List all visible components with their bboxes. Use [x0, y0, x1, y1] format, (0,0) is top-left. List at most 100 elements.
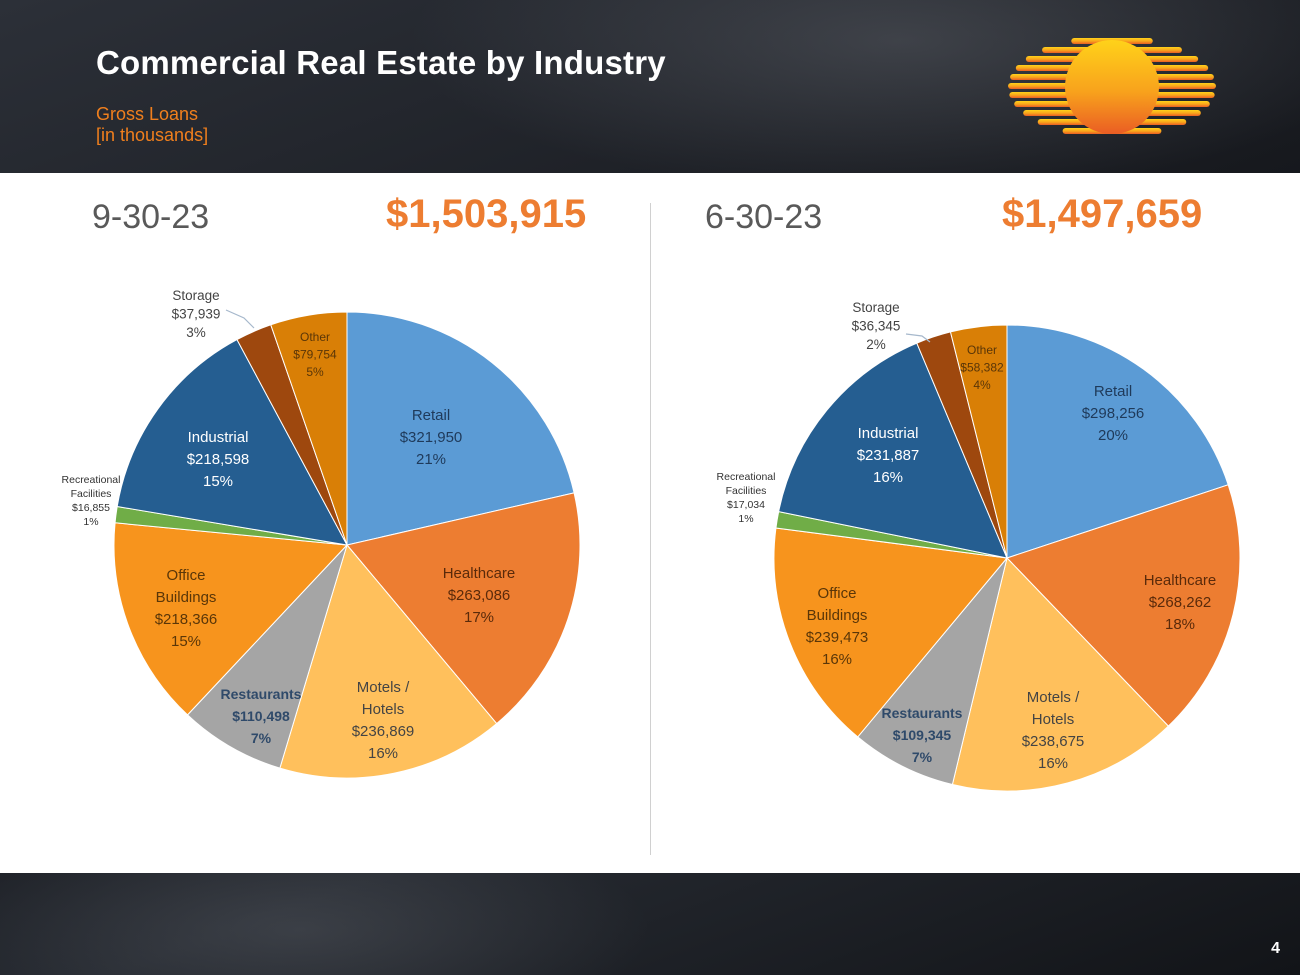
data-label-office-buildings: Office Buildings $218,366 15%	[155, 567, 218, 650]
data-label-motels-hotels: Motels / Hotels $238,675 16%	[1022, 689, 1085, 772]
leader-line-storage	[905, 333, 931, 343]
data-label-line: $16,855	[72, 502, 110, 514]
data-label-line: 7%	[251, 730, 272, 746]
data-label-line: 16%	[1038, 755, 1068, 772]
data-label-line: 21%	[416, 451, 446, 468]
data-label-other: Other $58,382 4%	[960, 343, 1004, 392]
pie-slice-industrial	[778, 342, 1008, 559]
data-label-line: Facilities	[726, 485, 767, 497]
data-label-line: $231,887	[857, 447, 920, 464]
data-label-line: 15%	[171, 633, 201, 650]
data-label-line: 18%	[1165, 616, 1195, 633]
data-label-line: Other	[300, 330, 330, 344]
data-label-line: 1%	[83, 516, 98, 528]
data-label-line: Hotels	[1032, 711, 1075, 728]
data-label-line: Industrial	[188, 429, 249, 446]
data-label-line: Restaurants	[221, 686, 302, 702]
data-label-line: Buildings	[156, 589, 217, 606]
data-label-storage: Storage $36,345 2%	[852, 300, 901, 352]
data-label-line: Storage	[172, 288, 219, 303]
pie-slice-other	[949, 324, 1008, 559]
data-label-line: Recreational	[717, 471, 776, 483]
data-label-line: $218,598	[187, 451, 250, 468]
chart-date-left: 9-30-23	[92, 198, 210, 236]
pie-slice-industrial	[116, 338, 348, 546]
data-label-line: 5%	[306, 365, 324, 379]
data-label-restaurants: Restaurants $110,498 7%	[221, 686, 302, 746]
data-label-healthcare: Healthcare $263,086 17%	[443, 565, 516, 626]
data-label-line: 2%	[866, 337, 886, 352]
pie-slice-retail	[346, 311, 575, 546]
pie-slice-office-buildings	[773, 527, 1008, 738]
data-label-line: 3%	[186, 325, 206, 340]
data-label-line: Motels /	[357, 679, 410, 696]
pie-slice-restaurants	[186, 544, 348, 769]
data-label-line: Industrial	[858, 425, 919, 442]
panel-divider	[650, 203, 651, 855]
page-number: 4	[1271, 940, 1280, 957]
data-label-line: $58,382	[960, 361, 1004, 375]
data-label-line: $110,498	[232, 708, 290, 724]
data-label-line: Storage	[852, 300, 899, 315]
data-label-line: Buildings	[807, 607, 868, 624]
data-label-recreational-facilities: Recreational Facilities $17,034 1%	[717, 471, 776, 525]
data-label-line: Recreational	[62, 474, 121, 486]
data-label-retail: Retail $298,256 20%	[1082, 383, 1145, 444]
data-label-motels-hotels: Motels / Hotels $236,869 16%	[352, 679, 415, 762]
data-label-line: $17,034	[727, 499, 765, 511]
data-label-line: Facilities	[71, 488, 112, 500]
data-label-line: $236,869	[352, 723, 415, 740]
data-label-line: $218,366	[155, 611, 218, 628]
data-label-line: $239,473	[806, 629, 869, 646]
data-label-line: 16%	[873, 469, 903, 486]
data-label-storage: Storage $37,939 3%	[172, 288, 221, 340]
pie-slice-healthcare	[1006, 484, 1241, 727]
data-label-other: Other $79,754 5%	[293, 330, 337, 379]
pie-slice-motels-hotels	[951, 556, 1170, 792]
data-label-retail: Retail $321,950 21%	[400, 407, 463, 468]
data-label-line: 16%	[822, 651, 852, 668]
data-label-line: 15%	[203, 473, 233, 490]
data-label-line: $109,345	[893, 727, 952, 743]
data-label-industrial: Industrial $218,598 15%	[187, 429, 250, 490]
data-label-recreational-facilities: Recreational Facilities $16,855 1%	[62, 474, 121, 528]
data-label-line: $321,950	[400, 429, 463, 446]
subtitle-line-units: [in thousands]	[96, 125, 209, 145]
pie-slice-restaurants	[857, 557, 1008, 786]
data-label-healthcare: Healthcare $268,262 18%	[1144, 572, 1217, 633]
data-label-line: $36,345	[852, 319, 901, 334]
chart-total-right: $1,497,659	[1002, 192, 1203, 236]
company-logo	[1008, 38, 1216, 134]
data-label-line: $298,256	[1082, 405, 1145, 422]
data-label-restaurants: Restaurants $109,345 7%	[882, 705, 963, 765]
data-label-line: Retail	[412, 407, 450, 424]
data-label-line: 7%	[912, 749, 933, 765]
data-label-industrial: Industrial $231,887 16%	[857, 425, 920, 486]
data-label-line: 20%	[1098, 427, 1128, 444]
data-label-line: Retail	[1094, 383, 1132, 400]
pie-slice-other	[270, 311, 348, 546]
logo-sun	[1065, 40, 1159, 134]
data-label-line: 1%	[738, 513, 753, 525]
data-label-line: $37,939	[172, 307, 221, 322]
data-label-line: Healthcare	[1144, 572, 1217, 589]
data-label-line: $263,086	[448, 587, 511, 604]
pie-slice-healthcare	[346, 492, 581, 725]
data-label-office-buildings: Office Buildings $239,473 16%	[806, 585, 869, 668]
data-label-line: Healthcare	[443, 565, 516, 582]
subtitle-line-gross-loans: Gross Loans	[96, 104, 199, 124]
data-label-line: $268,262	[1149, 594, 1212, 611]
pie-slice-motels-hotels	[279, 543, 498, 779]
leader-line-storage	[225, 309, 255, 329]
data-label-line: 4%	[973, 378, 991, 392]
chart-date-right: 6-30-23	[705, 198, 823, 236]
data-label-line: 16%	[368, 745, 398, 762]
chart-total-left: $1,503,915	[386, 192, 587, 236]
data-label-line: Office	[818, 585, 857, 602]
data-label-line: Motels /	[1027, 689, 1080, 706]
data-label-line: Other	[967, 343, 997, 357]
data-label-line: Hotels	[362, 701, 405, 718]
data-label-line: 17%	[464, 609, 494, 626]
